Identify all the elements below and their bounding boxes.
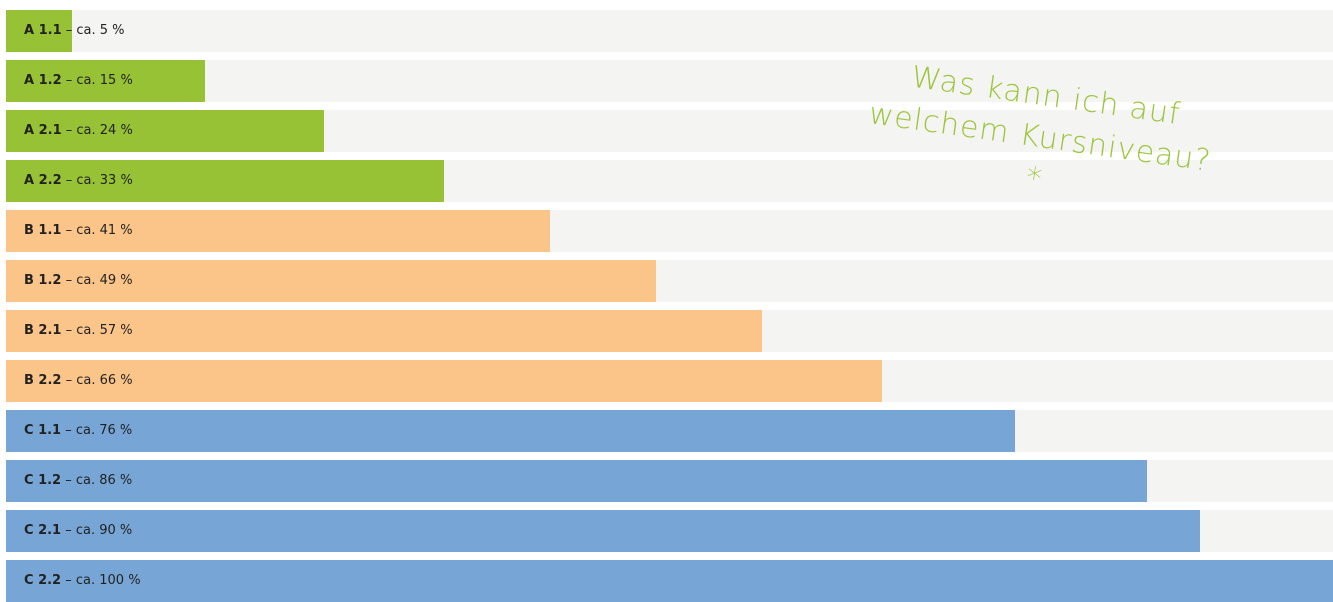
bar-track: C 1.2 – ca. 86 %: [6, 460, 1333, 502]
category-label: C 2.1: [24, 523, 62, 538]
bar: [6, 210, 551, 252]
value-label: – ca. 41 %: [65, 223, 133, 238]
category-label: C 2.2: [24, 573, 62, 588]
value-label: – ca. 66 %: [65, 373, 133, 388]
value-label: – ca. 100 %: [65, 573, 141, 588]
category-label: B 2.2: [24, 373, 62, 388]
bar-track: C 2.2 – ca. 100 %: [6, 560, 1333, 602]
bar-track: A 1.1 – ca. 5 %: [6, 10, 1333, 52]
value-label: – ca. 15 %: [65, 73, 133, 88]
category-label: B 1.2: [24, 273, 62, 288]
category-label: A 2.1: [24, 123, 62, 138]
bar: [6, 410, 1015, 452]
category-label: C 1.2: [24, 473, 62, 488]
bar: [6, 310, 763, 352]
bar-track: B 1.1 – ca. 41 %: [6, 210, 1333, 252]
bar-track: B 2.2 – ca. 66 %: [6, 360, 1333, 402]
bar-label: A 2.1 – ca. 24 %: [24, 110, 133, 152]
value-label: – ca. 86 %: [65, 473, 133, 488]
bar-track: C 2.1 – ca. 90 %: [6, 510, 1333, 552]
value-label: – ca. 76 %: [65, 423, 133, 438]
bar: [6, 560, 1333, 602]
bar-label: B 2.2 – ca. 66 %: [24, 360, 133, 402]
bar-label: C 1.1 – ca. 76 %: [24, 410, 132, 452]
category-label: A 1.1: [24, 23, 62, 38]
value-label: – ca. 49 %: [65, 273, 133, 288]
bar-label: A 2.2 – ca. 33 %: [24, 160, 133, 202]
value-label: – ca. 33 %: [65, 173, 133, 188]
category-label: B 2.1: [24, 323, 62, 338]
bar-label: C 1.2 – ca. 86 %: [24, 460, 132, 502]
bar-track: A 1.2 – ca. 15 %: [6, 60, 1333, 102]
bar-label: C 2.2 – ca. 100 %: [24, 560, 141, 602]
category-label: A 1.2: [24, 73, 62, 88]
bar-track: C 1.1 – ca. 76 %: [6, 410, 1333, 452]
bar: [6, 460, 1148, 502]
bar: [6, 510, 1201, 552]
bar: [6, 260, 657, 302]
category-label: A 2.2: [24, 173, 62, 188]
category-label: C 1.1: [24, 423, 62, 438]
bar: [6, 10, 73, 52]
value-label: – ca. 24 %: [65, 123, 133, 138]
value-label: – ca. 57 %: [65, 323, 133, 338]
bar-label: A 1.2 – ca. 15 %: [24, 60, 133, 102]
bar: [6, 110, 325, 152]
bar: [6, 60, 206, 102]
bar-track: A 2.1 – ca. 24 %: [6, 110, 1333, 152]
category-label: B 1.1: [24, 223, 62, 238]
value-label: – ca. 5 %: [65, 23, 125, 38]
bar-label: B 2.1 – ca. 57 %: [24, 310, 133, 352]
bar-track: B 2.1 – ca. 57 %: [6, 310, 1333, 352]
bar-label: B 1.2 – ca. 49 %: [24, 260, 133, 302]
value-label: – ca. 90 %: [65, 523, 133, 538]
bar-track: B 1.2 – ca. 49 %: [6, 260, 1333, 302]
bar-label: A 1.1 – ca. 5 %: [24, 10, 125, 52]
bar-label: C 2.1 – ca. 90 %: [24, 510, 132, 552]
bar-label: B 1.1 – ca. 41 %: [24, 210, 133, 252]
bar-track: A 2.2 – ca. 33 %: [6, 160, 1333, 202]
bar: [6, 160, 444, 202]
bar: [6, 360, 882, 402]
